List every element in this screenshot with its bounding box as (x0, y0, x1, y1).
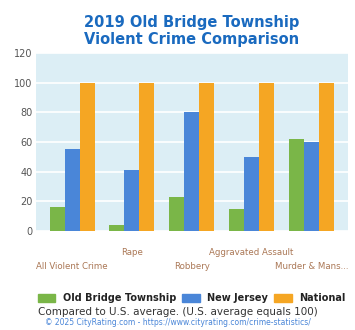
Bar (184, 112, 199, 231)
Bar (50, 207, 65, 231)
Bar (289, 139, 304, 231)
Bar (140, 82, 154, 231)
Bar (65, 149, 80, 231)
Bar (125, 170, 140, 231)
Bar (304, 142, 319, 231)
Bar (109, 225, 125, 231)
Bar (169, 197, 184, 231)
Text: Aggravated Assault: Aggravated Assault (209, 248, 294, 257)
Text: Murder & Mans...: Murder & Mans... (274, 262, 348, 271)
Text: Robbery: Robbery (174, 262, 210, 271)
Title: 2019 Old Bridge Township
Violent Crime Comparison: 2019 Old Bridge Township Violent Crime C… (84, 15, 299, 48)
Bar (199, 82, 214, 231)
Bar (229, 209, 244, 231)
Text: Rape: Rape (121, 248, 143, 257)
Bar (319, 82, 334, 231)
Legend: Old Bridge Township, New Jersey, National: Old Bridge Township, New Jersey, Nationa… (34, 289, 350, 307)
Bar (244, 157, 259, 231)
Bar (80, 82, 94, 231)
Bar (259, 82, 274, 231)
Text: Compared to U.S. average. (U.S. average equals 100): Compared to U.S. average. (U.S. average … (38, 307, 317, 317)
Text: © 2025 CityRating.com - https://www.cityrating.com/crime-statistics/: © 2025 CityRating.com - https://www.city… (45, 318, 310, 327)
Text: All Violent Crime: All Violent Crime (36, 262, 108, 271)
